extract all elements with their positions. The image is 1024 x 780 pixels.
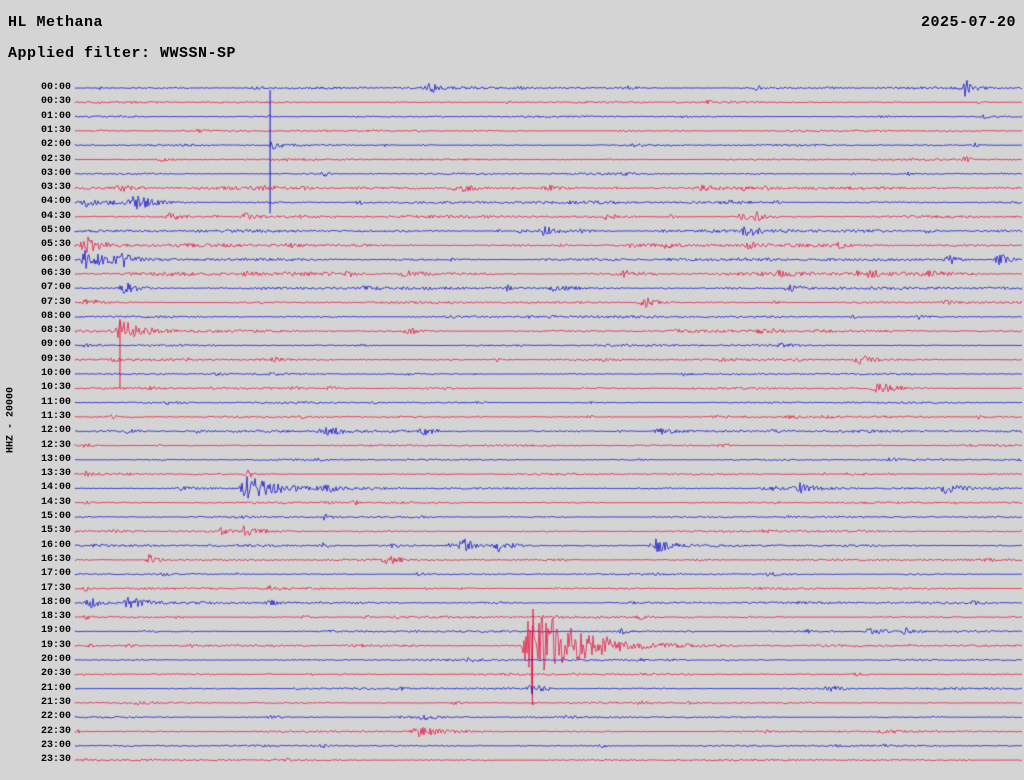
time-label: 12:30 — [40, 439, 71, 451]
station-title: HL Methana — [8, 14, 104, 31]
time-label: 21:00 — [40, 682, 71, 694]
time-label: 10:00 — [40, 368, 71, 379]
time-label: 22:30 — [40, 725, 71, 737]
time-label: 06:30 — [40, 267, 71, 279]
time-label: 14:30 — [40, 496, 71, 508]
time-label: 23:00 — [40, 739, 71, 751]
time-label: 19:00 — [40, 625, 71, 637]
time-label: 08:30 — [40, 325, 71, 337]
time-label: 16:30 — [40, 553, 71, 565]
time-label: 10:30 — [40, 382, 71, 394]
time-label: 13:00 — [40, 453, 71, 465]
time-label: 13:30 — [40, 468, 71, 480]
time-label: 03:00 — [40, 167, 71, 179]
time-label: 08:00 — [40, 310, 71, 322]
time-label: 03:30 — [40, 182, 71, 194]
time-label: 00:30 — [40, 96, 71, 108]
time-label: 01:00 — [40, 110, 71, 122]
time-label: 04:00 — [40, 196, 71, 208]
time-label: 07:00 — [40, 282, 71, 294]
time-label: 20:00 — [40, 654, 71, 665]
time-label: 16:00 — [40, 539, 71, 551]
time-label: 23:30 — [40, 754, 71, 766]
time-label: 05:30 — [40, 239, 71, 251]
time-label: 12:00 — [40, 425, 71, 437]
time-label: 18:30 — [40, 611, 71, 623]
time-label: 22:00 — [40, 711, 71, 723]
time-label: 04:30 — [40, 210, 71, 222]
time-label: 11:00 — [40, 396, 71, 408]
time-label: 11:30 — [40, 410, 71, 422]
time-label: 00:00 — [40, 82, 71, 93]
time-label: 21:30 — [40, 696, 71, 708]
time-label: 01:30 — [40, 124, 71, 136]
time-label: 15:30 — [40, 525, 71, 537]
time-label: 19:30 — [40, 639, 71, 651]
time-label: 02:00 — [40, 139, 71, 151]
time-label: 09:30 — [40, 353, 71, 365]
time-label: 05:00 — [40, 225, 71, 236]
time-label: 14:00 — [40, 482, 71, 494]
time-label: 20:30 — [40, 668, 71, 680]
time-label: 02:30 — [40, 153, 71, 165]
time-label: 17:30 — [40, 582, 71, 594]
filter-label: Applied filter: WWSSN-SP — [8, 45, 237, 62]
time-label: 15:00 — [40, 511, 71, 522]
time-label: 06:00 — [40, 253, 71, 265]
time-label: 17:00 — [40, 568, 71, 580]
time-label: 09:00 — [40, 339, 71, 351]
time-label: 18:00 — [40, 596, 71, 608]
time-label: 07:30 — [40, 296, 71, 308]
date-label: 2025-07-20 — [920, 14, 1016, 31]
